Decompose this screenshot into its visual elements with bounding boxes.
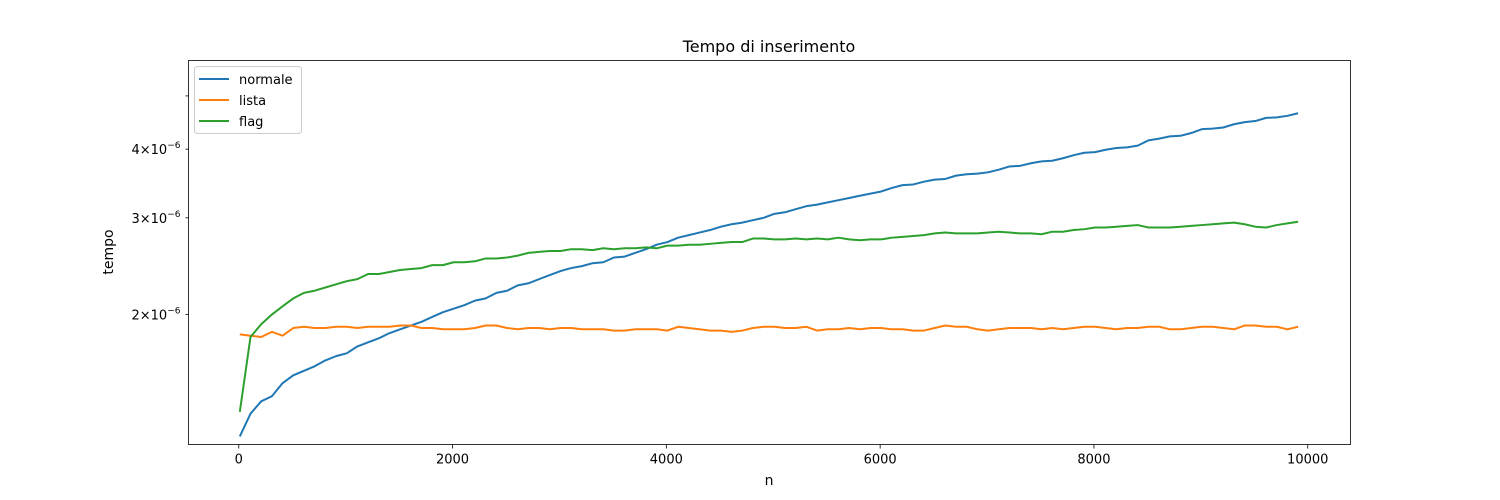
y-tick-mantissa: 4×10 (132, 143, 168, 158)
x-tick-label: 0 (235, 453, 243, 468)
x-tick-label: 2000 (436, 453, 469, 468)
y-tick-exponent: −6 (167, 307, 181, 317)
series-line-lista (239, 324, 1299, 339)
y-axis: 2×10−63×10−64×10−6 (132, 95, 189, 324)
x-tick-label: 4000 (650, 453, 683, 468)
y-axis-label: tempo (101, 229, 117, 274)
y-tick-mantissa: 3×10 (132, 212, 168, 227)
x-tick-label: 6000 (864, 453, 897, 468)
y-tick-exponent: −6 (167, 141, 181, 151)
legend-label-normale: normale (239, 73, 293, 88)
series-line-flag (238, 220, 1299, 413)
legend: normale lista flag (194, 66, 302, 134)
series-layer (238, 112, 1299, 437)
x-axis-label: n (765, 473, 774, 489)
y-tick-label: 3×10−6 (132, 210, 181, 227)
x-tick-label: 10000 (1287, 453, 1328, 468)
legend-label-lista: lista (239, 94, 266, 109)
y-tick-exponent: −6 (167, 210, 181, 220)
plot-area-frame (188, 60, 1351, 445)
legend-box (194, 66, 302, 134)
x-tick-label: 8000 (1077, 453, 1110, 468)
y-tick-label: 4×10−6 (132, 141, 181, 158)
y-tick-label: 2×10−6 (132, 307, 181, 324)
x-axis: 0 2000 4000 6000 8000 10000 (235, 444, 1328, 468)
y-tick-mantissa: 2×10 (132, 309, 168, 324)
chart-title: Tempo di inserimento (682, 37, 856, 56)
series-line-normale (238, 112, 1299, 437)
legend-label-flag: flag (239, 115, 263, 130)
